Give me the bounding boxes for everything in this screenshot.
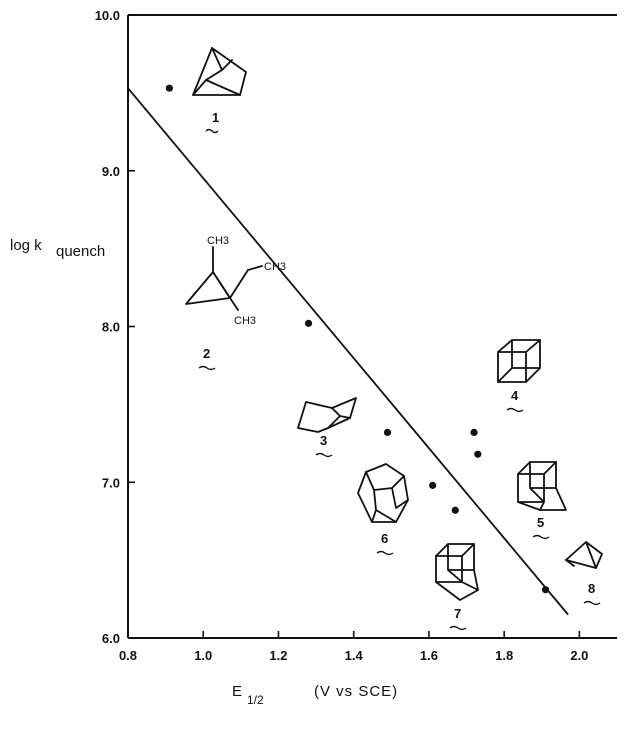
x-tick-label: 1.6 bbox=[420, 648, 438, 663]
x-ticks: 0.8 1.0 1.2 1.4 1.6 1.8 2.0 bbox=[119, 631, 588, 663]
x-tick-label: 1.0 bbox=[194, 648, 212, 663]
x-axis-label-main: E bbox=[232, 683, 242, 700]
data-point bbox=[165, 84, 173, 92]
compound-1-structure bbox=[192, 47, 247, 96]
x-axis-label-units: (V vs SCE) bbox=[314, 683, 398, 700]
compound-label-5: 5 bbox=[537, 515, 544, 530]
compound-3-structure bbox=[297, 397, 357, 433]
y-ticks: 6.0 7.0 8.0 9.0 10.0 bbox=[95, 8, 135, 646]
data-point bbox=[383, 428, 392, 437]
compound-label-8: 8 bbox=[588, 581, 595, 596]
compound-5-underline bbox=[532, 534, 550, 540]
compound-2-structure bbox=[185, 246, 263, 311]
compound-8-underline bbox=[583, 600, 601, 606]
x-tick-label: 2.0 bbox=[570, 648, 588, 663]
x-tick-label: 1.2 bbox=[269, 648, 287, 663]
compound-3-underline bbox=[315, 452, 333, 458]
compound-4-underline bbox=[506, 407, 524, 413]
compound-label-2: 2 bbox=[203, 346, 210, 361]
data-points bbox=[165, 84, 550, 594]
axes bbox=[127, 14, 617, 639]
y-tick-label: 7.0 bbox=[102, 475, 120, 490]
compound-1-underline bbox=[205, 128, 219, 134]
data-point bbox=[474, 450, 482, 458]
x-axis-title: E 1/2 (V vs SCE) bbox=[232, 683, 398, 707]
compound-6-underline bbox=[376, 550, 394, 556]
data-point bbox=[451, 506, 459, 514]
data-point bbox=[304, 319, 313, 327]
compound-8-structure bbox=[565, 541, 603, 569]
compound-4-structure bbox=[497, 339, 541, 383]
x-axis-label-sub: 1/2 bbox=[247, 693, 264, 707]
compound-label-7: 7 bbox=[454, 606, 461, 621]
x-tick-label: 1.8 bbox=[495, 648, 513, 663]
y-tick-label: 9.0 bbox=[102, 164, 120, 179]
compound-5-structure bbox=[517, 461, 567, 511]
y-tick-label: 8.0 bbox=[102, 320, 120, 335]
x-tick-label: 0.8 bbox=[119, 648, 137, 663]
compound-6-structure bbox=[357, 463, 409, 523]
data-point bbox=[429, 481, 437, 489]
compound-7-underline bbox=[449, 625, 467, 631]
y-tick-label: 6.0 bbox=[102, 631, 120, 646]
compound-7-structure bbox=[435, 543, 479, 601]
data-point bbox=[470, 428, 478, 437]
y-axis-title: log k quench bbox=[10, 237, 105, 260]
compound-2-underline bbox=[198, 365, 216, 371]
y-axis-label-sub: quench bbox=[56, 243, 105, 260]
substituent-ch3-top: CH3 bbox=[207, 235, 229, 247]
x-tick-label: 1.4 bbox=[345, 648, 364, 663]
compound-label-4: 4 bbox=[511, 388, 519, 403]
y-axis-label-main: log k bbox=[10, 237, 42, 254]
substituent-ch3-bottom: CH3 bbox=[234, 315, 256, 327]
data-point bbox=[541, 586, 550, 594]
compound-label-3: 3 bbox=[320, 433, 327, 448]
compound-label-6: 6 bbox=[381, 531, 388, 546]
substituent-ch3-right: CH3 bbox=[264, 261, 286, 273]
y-tick-label: 10.0 bbox=[95, 8, 120, 23]
fit-line bbox=[127, 87, 569, 616]
compound-label-1: 1 bbox=[212, 110, 219, 125]
